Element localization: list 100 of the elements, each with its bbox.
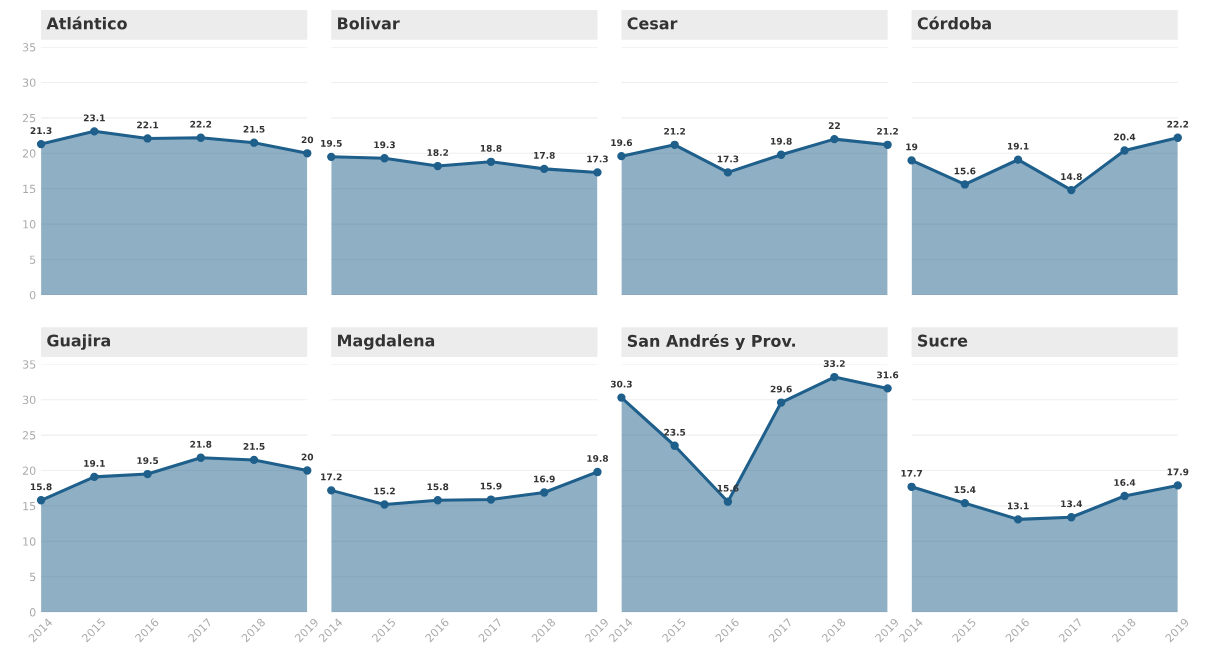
data-label: 21.5 xyxy=(243,125,265,133)
data-label: 19.1 xyxy=(1007,142,1029,150)
chart-title: San Andrés y Prov. xyxy=(627,333,795,351)
point xyxy=(670,441,679,450)
y-tick-label: 20 xyxy=(22,466,36,475)
y-tick-label: 0 xyxy=(29,608,36,617)
point xyxy=(486,495,496,504)
point xyxy=(143,134,152,143)
point xyxy=(249,455,259,465)
y-tick-label: 10 xyxy=(23,220,36,229)
data-label: 21.3 xyxy=(30,127,52,135)
point xyxy=(1120,491,1129,501)
point xyxy=(617,393,626,402)
point xyxy=(303,149,312,158)
data-label: 17.2 xyxy=(321,473,342,481)
data-label: 23.1 xyxy=(83,114,105,122)
data-label: 18.8 xyxy=(480,144,502,152)
chart-title: Sucre xyxy=(918,334,968,347)
point xyxy=(327,486,336,495)
point xyxy=(1067,513,1076,522)
chart-title: Magdalena xyxy=(338,334,435,350)
chart-title: Atlántico xyxy=(46,16,127,30)
data-label: 22.2 xyxy=(190,120,212,128)
data-label: 21.5 xyxy=(243,442,265,450)
chart-title: Guajira xyxy=(47,334,111,350)
y-tick-label: 10 xyxy=(23,537,36,546)
data-label: 22 xyxy=(828,122,840,129)
y-tick-label: 25 xyxy=(22,431,36,440)
data-label: 19.3 xyxy=(374,141,395,149)
data-label: 20 xyxy=(301,136,314,144)
data-label: 33.2 xyxy=(823,360,845,367)
point xyxy=(723,168,733,177)
point xyxy=(1067,185,1076,195)
chart-title: Cesar xyxy=(627,17,678,30)
data-label: 14.8 xyxy=(1061,173,1082,181)
data-label: 19.8 xyxy=(771,137,792,145)
data-label: 15.4 xyxy=(954,486,976,494)
point xyxy=(143,469,152,479)
y-tick-label: 5 xyxy=(30,255,36,264)
point xyxy=(433,161,442,171)
data-label: 15.8 xyxy=(30,483,52,491)
data-label: 19.6 xyxy=(611,139,633,147)
point xyxy=(776,150,786,159)
point xyxy=(830,134,839,144)
data-label: 21.2 xyxy=(877,127,898,135)
data-label: 15.2 xyxy=(374,487,395,495)
point xyxy=(380,154,389,163)
point xyxy=(617,151,626,161)
point xyxy=(540,164,549,174)
data-label: 13.4 xyxy=(1061,500,1083,508)
data-label: 20.4 xyxy=(1114,133,1136,141)
data-label: 19.8 xyxy=(587,455,609,462)
chart-title: Córdoba xyxy=(917,16,991,30)
point xyxy=(36,496,46,505)
data-label: 17.3 xyxy=(587,155,608,163)
point xyxy=(303,466,312,475)
point xyxy=(196,453,205,462)
data-label: 17.9 xyxy=(1167,468,1189,476)
point xyxy=(593,467,602,477)
data-label: 19.5 xyxy=(321,139,342,147)
y-tick-label: 30 xyxy=(22,395,36,405)
point xyxy=(960,180,969,189)
y-tick-label: 15 xyxy=(23,184,36,194)
point xyxy=(1173,481,1182,490)
y-tick-label: 25 xyxy=(22,113,36,123)
point xyxy=(1173,133,1182,142)
data-label: 16.9 xyxy=(534,475,555,483)
point xyxy=(486,157,496,166)
point xyxy=(776,398,786,407)
point xyxy=(960,498,969,508)
data-label: 23.5 xyxy=(664,428,686,436)
point xyxy=(907,156,916,165)
point xyxy=(327,152,336,162)
point xyxy=(90,127,99,136)
point xyxy=(540,488,549,497)
data-label: 13.1 xyxy=(1007,502,1029,510)
data-label: 15.6 xyxy=(954,167,976,175)
y-tick-label: 0 xyxy=(29,290,36,300)
y-tick-label: 30 xyxy=(22,78,36,87)
data-label: 16.4 xyxy=(1114,479,1136,486)
data-label: 15.9 xyxy=(480,482,502,490)
point xyxy=(907,482,916,491)
y-tick-label: 35 xyxy=(22,360,36,369)
y-tick-label: 15 xyxy=(23,502,36,511)
y-tick-label: 20 xyxy=(22,149,36,158)
data-label: 31.6 xyxy=(877,371,899,379)
data-label: 21.2 xyxy=(664,127,686,135)
chart-title: Bolivar xyxy=(338,17,400,30)
point xyxy=(593,168,602,177)
point xyxy=(1013,155,1023,164)
data-label: 22.1 xyxy=(137,121,159,129)
data-label: 17.3 xyxy=(717,155,739,163)
data-label: 19.1 xyxy=(84,460,105,467)
point xyxy=(883,140,892,149)
data-label: 17.7 xyxy=(901,470,923,477)
point xyxy=(1013,515,1023,524)
data-label: 19 xyxy=(906,143,918,151)
data-label: 30.3 xyxy=(610,380,632,388)
point xyxy=(90,472,99,482)
data-label: 21.8 xyxy=(190,440,212,448)
